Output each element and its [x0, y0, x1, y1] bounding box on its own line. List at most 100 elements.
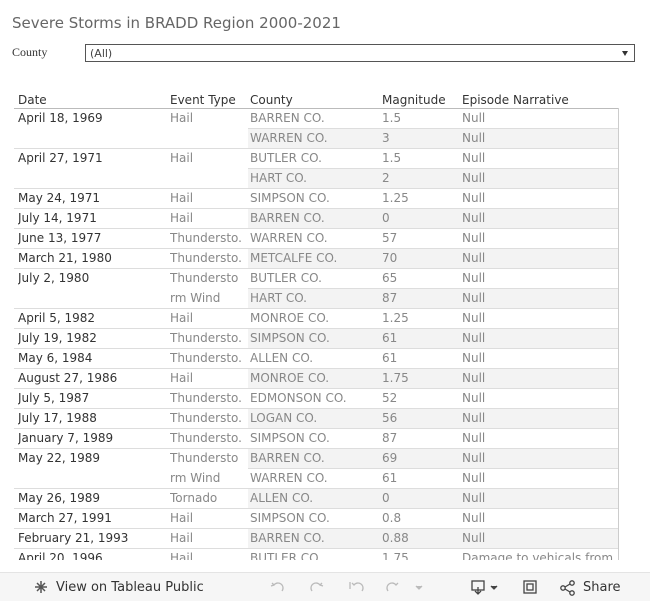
group-rule	[14, 548, 618, 549]
group-rule	[14, 508, 618, 509]
group-rule	[14, 528, 618, 529]
column-header: Magnitude	[382, 93, 446, 107]
view-on-tableau-link[interactable]: View on Tableau Public	[56, 580, 204, 595]
date-cell: July 5, 1987	[18, 391, 90, 405]
share-button[interactable]: Share	[583, 580, 621, 595]
row-band	[248, 249, 618, 268]
narrative-cell: Null	[462, 111, 486, 125]
narrative-cell: Null	[462, 331, 486, 345]
magnitude-cell: 1.75	[382, 371, 409, 385]
narrative-cell: Null	[462, 471, 486, 485]
group-rule	[14, 408, 618, 409]
event-type-cell: Hail	[170, 111, 194, 125]
date-cell: April 20, 1996	[18, 551, 103, 560]
narrative-cell: Null	[462, 311, 486, 325]
narrative-cell: Null	[462, 391, 486, 405]
date-cell: May 24, 1971	[18, 191, 101, 205]
magnitude-cell: 1.75	[382, 551, 409, 560]
narrative-cell: Null	[462, 131, 486, 145]
magnitude-cell: 52	[382, 391, 398, 405]
row-band	[248, 489, 618, 508]
date-cell: February 21, 1993	[18, 531, 129, 545]
magnitude-cell: 87	[382, 431, 398, 445]
narrative-cell: Null	[462, 431, 486, 445]
county-dropdown[interactable]: (All)	[85, 44, 635, 62]
narrative-cell: Null	[462, 491, 486, 505]
narrative-cell: Null	[462, 171, 486, 185]
data-table: Date Event Type County Magnitude Episode Nar…	[14, 90, 624, 560]
county-cell: ALLEN CO.	[250, 351, 314, 365]
dashboard-title: Severe Storms in BRADD Region 2000-2021	[12, 14, 341, 32]
county-cell: BARREN CO.	[250, 111, 325, 125]
dropdown-arrow	[622, 51, 628, 56]
date-cell: May 26, 1989	[18, 491, 101, 505]
narrative-cell: Null	[462, 451, 486, 465]
county-cell: SIMPSON CO.	[250, 191, 330, 205]
column-header: Episode Narrative	[462, 93, 569, 107]
event-type-cell: Hail	[170, 551, 194, 560]
magnitude-cell: 61	[382, 471, 398, 485]
magnitude-cell: 2	[382, 171, 390, 185]
county-cell: HART CO.	[250, 171, 307, 185]
date-cell: January 7, 1989	[18, 431, 114, 445]
group-rule	[14, 368, 618, 369]
date-cell: March 21, 1980	[18, 251, 112, 265]
narrative-cell: Null	[462, 371, 486, 385]
date-cell: April 27, 1971	[18, 151, 103, 165]
magnitude-cell: 56	[382, 411, 398, 425]
magnitude-cell: 61	[382, 331, 398, 345]
date-cell: July 2, 1980	[18, 271, 90, 285]
row-band	[248, 329, 618, 348]
row-rule	[248, 168, 618, 169]
county-cell: MONROE CO.	[250, 311, 330, 325]
share-icon	[560, 580, 575, 596]
narrative-cell: Null	[462, 191, 486, 205]
date-cell: July 19, 1982	[18, 331, 97, 345]
column-header: County	[250, 93, 293, 107]
magnitude-cell: 87	[382, 291, 398, 305]
narrative-cell: Null	[462, 411, 486, 425]
column-header: Event Type	[170, 93, 236, 107]
county-cell: BARREN CO.	[250, 531, 325, 545]
scrollbar-edge	[618, 108, 619, 560]
toolbar: View on Tableau Public Share	[0, 572, 650, 601]
row-rule	[248, 128, 618, 129]
county-cell: SIMPSON CO.	[250, 331, 330, 345]
event-type-cell: Hail	[170, 531, 194, 545]
county-cell: SIMPSON CO.	[250, 431, 330, 445]
county-cell: BUTLER CO.	[250, 151, 322, 165]
tableau-icon	[35, 581, 47, 593]
filter-label: County	[12, 45, 48, 59]
date-cell: May 6, 1984	[18, 351, 93, 365]
narrative-cell: Null	[462, 351, 486, 365]
row-band	[248, 529, 618, 548]
county-cell: MONROE CO.	[250, 371, 330, 385]
event-type-cell: Hail	[170, 311, 194, 325]
event-type-cell: Hail	[170, 151, 194, 165]
magnitude-cell: 65	[382, 271, 398, 285]
narrative-cell: Null	[462, 211, 486, 225]
group-rule	[14, 348, 618, 349]
narrative-cell: Damage to vehicals from	[462, 551, 614, 560]
narrative-cell: Null	[462, 531, 486, 545]
row-band	[248, 129, 618, 148]
county-cell: BUTLER CO.	[250, 551, 322, 560]
column-header: Date	[18, 93, 47, 107]
county-cell: WARREN CO.	[250, 131, 328, 145]
event-type-cell: Thundersto..	[170, 411, 242, 425]
date-cell: May 22, 1989	[18, 451, 101, 465]
narrative-cell: Null	[462, 251, 486, 265]
event-type-cell: Thundersto..	[170, 431, 242, 445]
date-cell: April 5, 1982	[18, 311, 96, 325]
group-rule	[14, 228, 618, 229]
county-cell: BARREN CO.	[250, 211, 325, 225]
event-type-cell: Thundersto..	[170, 231, 242, 245]
narrative-cell: Null	[462, 511, 486, 525]
date-cell: August 27, 1986	[18, 371, 118, 385]
magnitude-cell: 57	[382, 231, 398, 245]
event-type-cell: Tornado	[170, 491, 218, 505]
group-rule	[14, 428, 618, 429]
magnitude-cell: 0	[382, 211, 390, 225]
date-cell: March 27, 1991	[18, 511, 112, 525]
county-cell: BARREN CO.	[250, 451, 325, 465]
